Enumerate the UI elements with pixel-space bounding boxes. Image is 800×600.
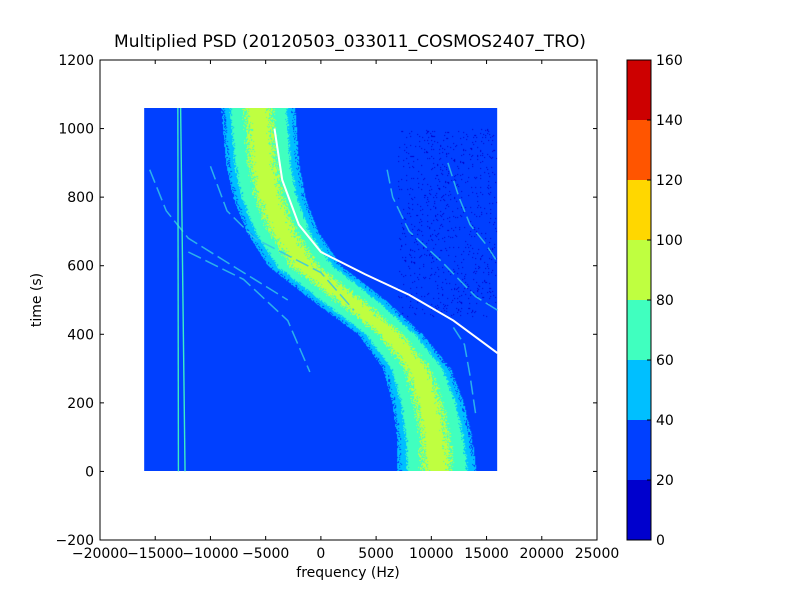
white-signal-trace (273, 128, 499, 354)
colorbar-segment (627, 180, 651, 240)
colorbar-tick-label: 60 (656, 353, 674, 369)
vertical-signal-line (177, 107, 180, 472)
plot-frame (99, 59, 598, 541)
colorbar-segment (627, 360, 651, 420)
colorbar-tick-label: 40 (656, 413, 674, 429)
plot-area (99, 59, 598, 541)
faint-signal-line (188, 251, 311, 373)
x-tick-label: 5000 (358, 546, 394, 562)
x-tick-label: 15000 (464, 546, 509, 562)
y-tick-label: 0 (85, 464, 94, 480)
x-axis-label: frequency (Hz) (296, 565, 399, 581)
psd-heatmap (144, 108, 498, 471)
x-tick-label: −20000 (72, 546, 128, 562)
y-tick-label: 200 (67, 396, 94, 412)
y-tick-label: 1000 (58, 122, 94, 138)
vertical-signal-line (179, 107, 186, 472)
x-tick-label: 20000 (520, 546, 565, 562)
x-tick-label: 25000 (575, 546, 620, 562)
colorbar-tick-label: 0 (656, 533, 665, 549)
faint-signal-line (386, 169, 498, 311)
x-tick-label: −15000 (127, 546, 183, 562)
y-tick-label: 1200 (58, 53, 94, 69)
faint-signal-line (447, 162, 499, 263)
y-axis: −200 0 200 400 600 800 1000 1200 (56, 53, 597, 549)
chart-title: Multiplied PSD (20120503_033011_COSMOS24… (114, 32, 586, 52)
colorbar-tick-label: 100 (656, 233, 683, 249)
colorbar-segment (627, 240, 651, 300)
colorbar-segment (627, 120, 651, 180)
colorbar-segment (627, 300, 651, 360)
y-axis-label: time (s) (29, 273, 45, 327)
x-axis: −20000−15000−10000 −5000 0 5000 10000 15000 20… (72, 60, 619, 562)
x-tick-label: 10000 (409, 546, 454, 562)
colorbar-tick-label: 160 (656, 53, 683, 69)
y-tick-label: 600 (67, 259, 94, 275)
faint-signal-line (149, 169, 289, 301)
colorbar-tick-label: 120 (656, 173, 683, 189)
y-tick-label: 400 (67, 327, 94, 343)
x-tick-label: 0 (316, 546, 325, 562)
colorbar-tick-label: 20 (656, 473, 674, 489)
colorbar-tick-label: 80 (656, 293, 674, 309)
x-tick-label: −5000 (242, 546, 289, 562)
faint-signal-line (452, 327, 477, 414)
colorbar-segment (627, 420, 651, 480)
y-tick-label: 800 (67, 190, 94, 206)
colorbar: 0 20 40 60 80 100 120 140 160 (626, 53, 683, 549)
colorbar-segment (627, 480, 651, 540)
colorbar-tick-label: 140 (656, 113, 683, 129)
faint-signal-line (209, 166, 355, 311)
colorbar-segment (627, 60, 651, 120)
x-tick-label: −10000 (182, 546, 238, 562)
y-tick-label: −200 (56, 533, 94, 549)
